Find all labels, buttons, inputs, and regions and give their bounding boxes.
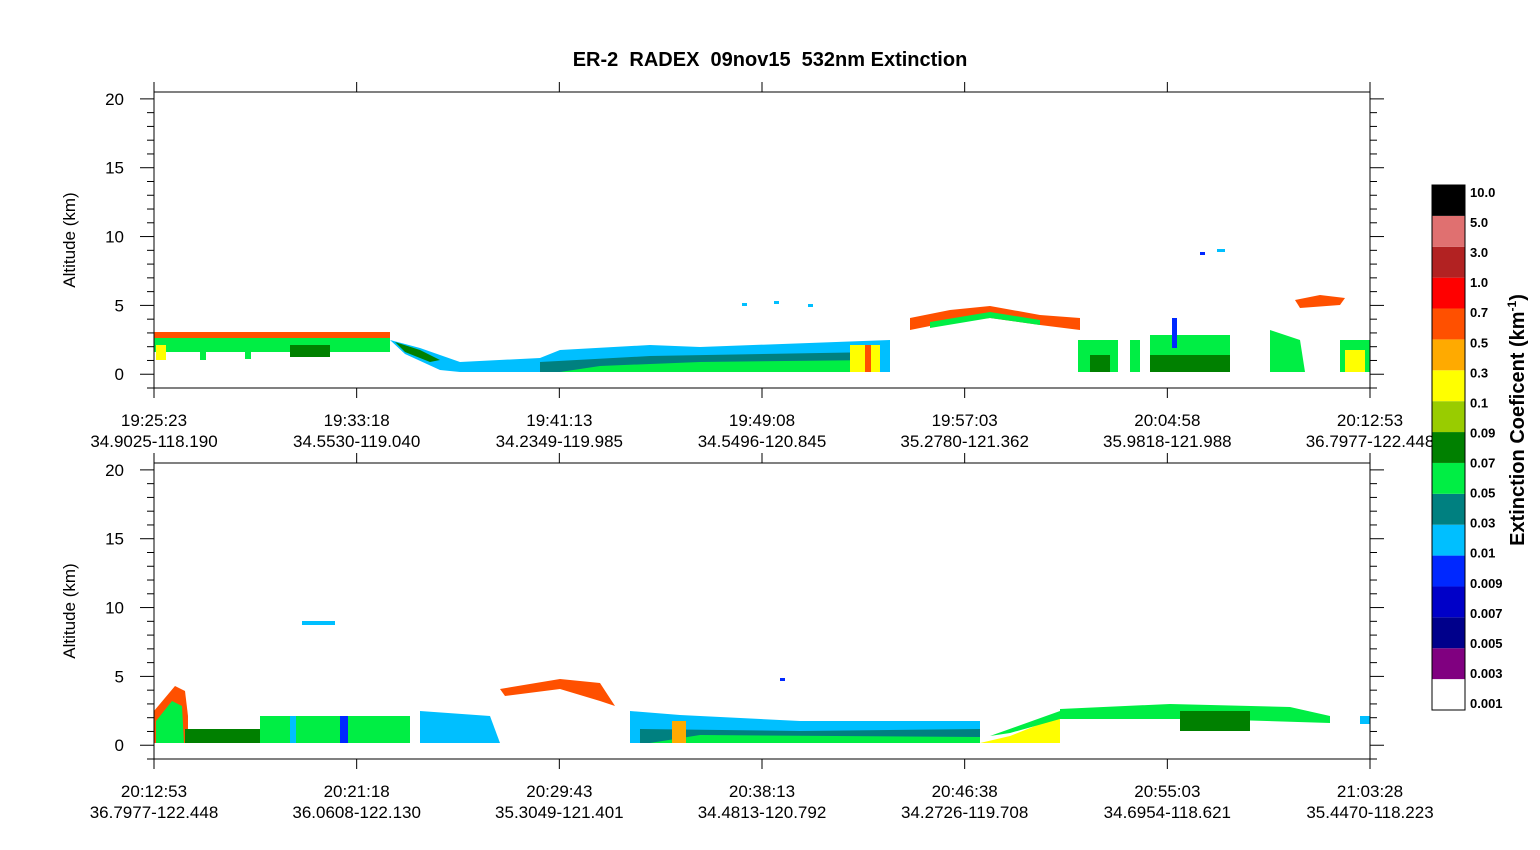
colorbar-tick-label: 0.1	[1470, 395, 1488, 410]
x-tick-label: 20:21:18	[324, 782, 390, 801]
x-tick-label: 35.4470-118.223	[1306, 803, 1433, 822]
x-tick-label: 34.5530-119.040	[293, 432, 420, 451]
y-tick-label: 10	[105, 599, 124, 618]
colorbar-tick-label: 10.0	[1470, 185, 1495, 200]
colorbar-tick-label: 0.003	[1470, 666, 1503, 681]
x-tick-label: 21:03:28	[1337, 782, 1403, 801]
x-tick-label: 36.0608-122.130	[292, 803, 421, 822]
colorbar-label: Extinction Coeficent (km-1)	[1505, 294, 1529, 546]
colorbar-swatch	[1432, 432, 1465, 463]
x-tick-label: 35.2780-121.362	[900, 432, 1029, 451]
colorbar-swatch	[1432, 462, 1465, 494]
y-tick-label: 5	[115, 667, 124, 686]
x-tick-label: 34.4813-120.792	[698, 803, 827, 822]
x-tick-label: 19:57:03	[932, 411, 998, 430]
colorbar-tick-label: 0.3	[1470, 365, 1488, 380]
colorbar-tick-label: 0.007	[1470, 606, 1503, 621]
x-tick-label: 19:49:08	[729, 411, 795, 430]
x-tick-label: 19:41:13	[526, 411, 592, 430]
colorbar-swatch	[1432, 401, 1465, 433]
colorbar-tick-label: 5.0	[1470, 215, 1488, 230]
colorbar-label-part: -1	[1505, 300, 1519, 311]
x-tick-label: 19:25:23	[121, 411, 187, 430]
y-tick-label: 0	[115, 736, 124, 755]
x-tick-label: 34.2349-119.985	[496, 432, 623, 451]
x-tick-label: 20:38:13	[729, 782, 795, 801]
x-tick-label: 20:46:38	[932, 782, 998, 801]
colorbar-tick-label: 1.0	[1470, 275, 1488, 290]
colorbar-swatch	[1432, 679, 1465, 710]
x-tick-label: 19:33:18	[324, 411, 390, 430]
colorbar-swatch	[1432, 370, 1465, 402]
colorbar-label-part: )	[1507, 294, 1529, 301]
x-tick-label: 34.2726-119.708	[901, 803, 1028, 822]
x-tick-label: 35.9818-121.988	[1103, 432, 1232, 451]
x-tick-label: 20:55:03	[1134, 782, 1200, 801]
colorbar-swatch	[1432, 648, 1465, 680]
colorbar-swatch	[1432, 586, 1465, 618]
colorbar-tick-label: 0.009	[1470, 576, 1503, 591]
extinction-curtain	[154, 249, 1370, 372]
y-tick-label: 10	[105, 228, 124, 247]
x-tick-label: 36.7977-122.448	[1306, 432, 1435, 451]
colorbar-tick-label: 0.01	[1470, 546, 1495, 561]
colorbar-tick-label: 0.5	[1470, 335, 1488, 350]
x-tick-label: 20:12:53	[1337, 411, 1403, 430]
colorbar-label-part: Extinction Coeficent (km	[1507, 311, 1529, 545]
colorbar-swatch	[1432, 339, 1465, 371]
y-tick-label: 0	[115, 365, 124, 384]
colorbar-tick-label: 0.005	[1470, 636, 1503, 651]
y-tick-label: 15	[105, 530, 124, 549]
x-tick-label: 34.5496-120.845	[698, 432, 827, 451]
colorbar-swatch	[1432, 555, 1465, 587]
colorbar-tick-label: 0.03	[1470, 516, 1495, 531]
x-tick-label: 36.7977-122.448	[90, 803, 219, 822]
colorbar-swatch	[1432, 215, 1465, 247]
colorbar-tick-label: 0.001	[1470, 696, 1503, 711]
colorbar-swatch	[1432, 185, 1465, 216]
colorbar-swatch	[1432, 277, 1465, 309]
colorbar-tick-label: 0.7	[1470, 305, 1488, 320]
x-tick-label: 35.3049-121.401	[495, 803, 624, 822]
x-tick-label: 34.6954-118.621	[1104, 803, 1231, 822]
x-tick-label: 20:12:53	[121, 782, 187, 801]
colorbar-swatch	[1432, 493, 1465, 525]
colorbar-tick-label: 0.05	[1470, 486, 1495, 501]
x-tick-label: 20:29:43	[526, 782, 592, 801]
colorbar-swatch	[1432, 617, 1465, 649]
x-tick-label: 34.9025-118.190	[90, 432, 217, 451]
y-tick-label: 15	[105, 159, 124, 178]
colorbar-tick-label: 0.09	[1470, 425, 1495, 440]
y-tick-label: 20	[105, 90, 124, 109]
colorbar-swatch	[1432, 246, 1465, 278]
y-tick-label: 20	[105, 461, 124, 480]
y-axis-label: Altitude (km)	[60, 192, 79, 287]
chart-title: ER-2 RADEX 09nov15 532nm Extinction	[573, 49, 968, 71]
x-tick-label: 20:04:58	[1134, 411, 1200, 430]
colorbar-tick-label: 0.07	[1470, 456, 1495, 471]
extinction-curtain	[154, 621, 1370, 743]
y-tick-label: 5	[115, 296, 124, 315]
colorbar-tick-label: 3.0	[1470, 245, 1488, 260]
colorbar-swatch	[1432, 308, 1465, 340]
colorbar-frame	[1431, 184, 1466, 711]
y-axis-label: Altitude (km)	[60, 563, 79, 658]
colorbar-swatch	[1432, 524, 1465, 556]
